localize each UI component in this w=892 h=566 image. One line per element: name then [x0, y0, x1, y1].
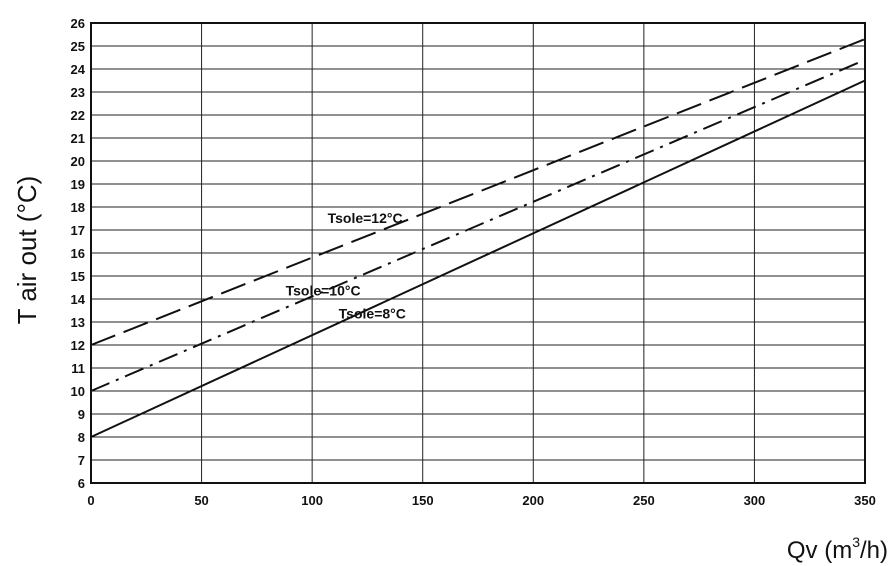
x-tick-label: 0: [87, 493, 94, 508]
x-axis-label-base: Qv (m: [787, 537, 852, 564]
y-tick-label: 23: [71, 85, 85, 100]
x-tick-label: 250: [633, 493, 655, 508]
y-tick-label: 18: [71, 200, 85, 215]
x-tick-label: 50: [194, 493, 208, 508]
y-tick-label: 6: [78, 476, 85, 491]
x-tick-labels: 0 50 100 150 200 250 300 350: [87, 493, 875, 508]
x-tick-label: 150: [412, 493, 434, 508]
y-tick-label: 10: [71, 384, 85, 399]
y-tick-label: 14: [71, 292, 86, 307]
series-label: Tsole=10°C: [286, 283, 361, 299]
series-line: [90, 58, 866, 392]
plot-area-frame: [90, 22, 866, 484]
y-tick-label: 11: [71, 361, 85, 376]
series-lines: [90, 38, 866, 438]
y-tick-label: 25: [71, 39, 85, 54]
x-tick-label: 350: [854, 493, 876, 508]
y-tick-label: 13: [71, 315, 85, 330]
x-axis-label-sup: 3: [852, 534, 860, 550]
y-tick-labels: 6 7 8 9 10 11 12 13 14 15 16 17 18 19 20 21 22 23 24 25 26: [71, 16, 86, 491]
x-tick-label: 100: [301, 493, 323, 508]
y-tick-label: 22: [71, 108, 85, 123]
y-tick-label: 17: [71, 223, 85, 238]
y-tick-label: 8: [78, 430, 85, 445]
series-label: Tsole=12°C: [328, 210, 403, 226]
y-tick-label: 9: [78, 407, 85, 422]
y-tick-label: 19: [71, 177, 85, 192]
y-axis-label: T air out (°C): [12, 176, 42, 325]
x-axis-label-tail: /h): [860, 537, 888, 564]
y-tick-label: 26: [71, 16, 85, 31]
series-label: Tsole=8°C: [339, 306, 406, 322]
series-labels: Tsole=12°C Tsole=10°C Tsole=8°C: [286, 210, 406, 321]
x-tick-label: 200: [522, 493, 544, 508]
y-tick-label: 12: [71, 338, 85, 353]
y-tick-label: 21: [71, 131, 85, 146]
x-tick-label: 300: [744, 493, 766, 508]
y-tick-label: 15: [71, 269, 85, 284]
grid: [90, 22, 866, 484]
y-tick-label: 16: [71, 246, 85, 261]
y-tick-label: 7: [78, 453, 85, 468]
x-axis-label: Qv (m3/h): [787, 534, 888, 564]
series-line: [90, 79, 866, 438]
y-tick-label: 24: [71, 62, 86, 77]
y-tick-label: 20: [71, 154, 85, 169]
